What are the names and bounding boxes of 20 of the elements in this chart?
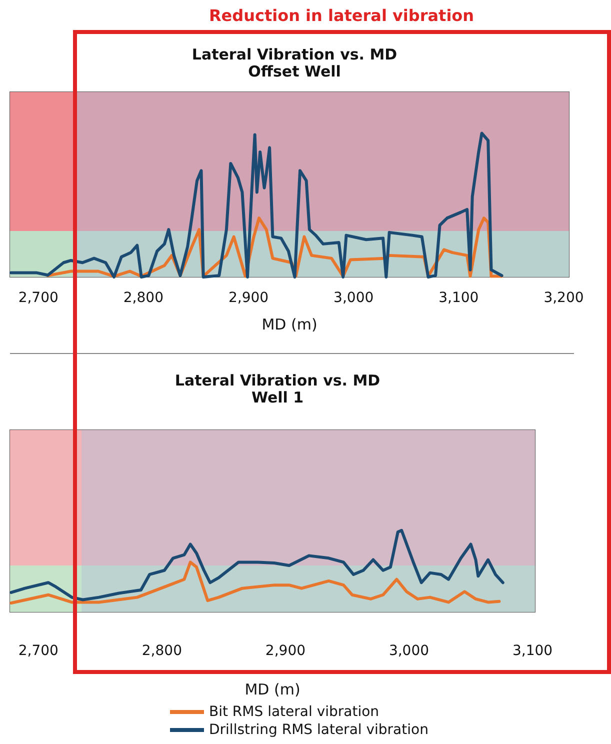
x-tick-label: 3,000 (388, 643, 430, 659)
x-tick-label: 2,700 (18, 643, 58, 659)
x-tick-label: 2,800 (142, 643, 182, 659)
text: Reduction in lateral vibration (208, 6, 476, 25)
x-tick-label: 2,900 (228, 290, 269, 306)
x-axis-title: MD (m) (244, 680, 300, 698)
chart-subtitle: Offset Well (248, 62, 341, 80)
x-tick-label: 3,200 (544, 290, 584, 306)
legend-label: Drillstring RMS lateral vibration (209, 722, 428, 738)
x-tick-label: 2,800 (123, 290, 164, 306)
x-tick-label: 2,700 (18, 290, 58, 306)
x-tick-label: 3,100 (512, 643, 553, 659)
chart-title: Lateral Vibration vs. MD (174, 372, 380, 390)
chart-title: Lateral Vibration vs. MD (192, 46, 398, 64)
x-tick-label: 3,100 (438, 290, 479, 306)
x-tick-label: 2,900 (265, 643, 306, 659)
chart-subtitle: Well 1 (251, 388, 304, 406)
x-axis-title: MD (m) (262, 316, 318, 334)
legend-label: Bit RMS lateral vibration (209, 704, 380, 720)
x-tick-label: 3,000 (334, 290, 374, 306)
